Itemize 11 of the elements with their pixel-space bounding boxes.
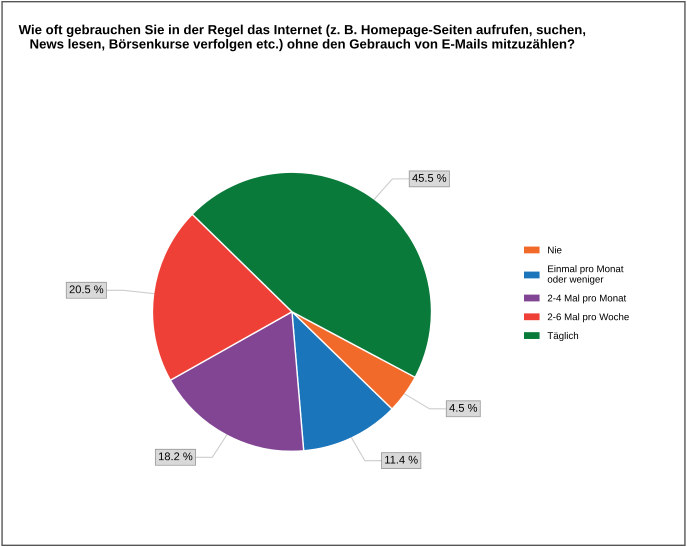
legend-label: 2-4 Mal pro Monat	[548, 294, 626, 304]
chart-title: Wie oft gebrauchen Sie in der Regel das Internet (z. B. Homepage-Seiten aufrufen, suchen, News lesen, Börsenkurse verfolgen etc.) ohne den Gebrauch von E-Mails mitzuzählen?	[18, 24, 586, 52]
data-label: 11.4 %	[385, 456, 418, 464]
legend-label: Täglich	[548, 332, 578, 341]
data-label: 18.2 %	[159, 452, 192, 460]
legend-label: 2-6 Mal pro Woche	[548, 313, 629, 322]
data-label: 4.5 %	[449, 404, 478, 412]
legend-label: Einmal pro Monat oder weniger	[548, 265, 624, 285]
data-label: 45.5 %	[412, 174, 446, 182]
data-label: 20.5 %	[70, 285, 104, 294]
legend-label: Nie	[548, 246, 562, 254]
